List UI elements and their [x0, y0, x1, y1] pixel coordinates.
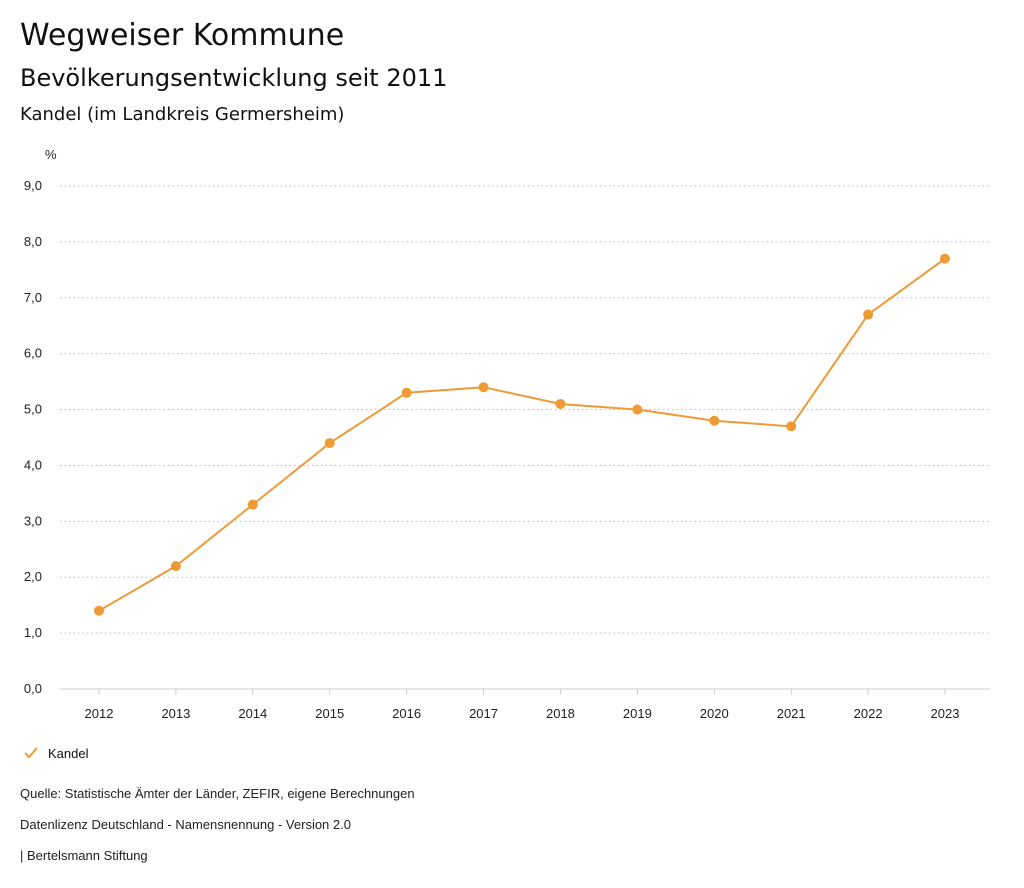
- y-tick-label: 0,0: [24, 681, 42, 696]
- x-tick-label: 2018: [546, 706, 575, 721]
- data-point: [863, 309, 874, 320]
- y-tick-label: 2,0: [24, 569, 42, 584]
- data-point: [632, 404, 643, 415]
- x-tick-label: 2021: [777, 706, 806, 721]
- x-tick-label: 2015: [315, 706, 344, 721]
- source-note: Quelle: Statistische Ämter der Länder, Z…: [20, 786, 415, 801]
- y-tick-label: 6,0: [24, 346, 42, 361]
- region-label: Kandel (im Landkreis Germersheim): [20, 104, 345, 125]
- license-note: Datenlizenz Deutschland - Namensnennung …: [20, 817, 351, 832]
- y-tick-label: 7,0: [24, 290, 42, 305]
- legend-check-icon: [24, 747, 38, 759]
- y-tick-label: 9,0: [24, 178, 42, 193]
- data-point: [401, 387, 412, 398]
- x-tick-label: 2022: [854, 706, 883, 721]
- x-tick-label: 2019: [623, 706, 652, 721]
- data-point: [170, 561, 181, 572]
- x-tick-label: 2014: [238, 706, 267, 721]
- data-point: [324, 438, 335, 449]
- data-point: [478, 382, 489, 393]
- series-line-kandel: [98, 257, 946, 612]
- data-point: [555, 398, 566, 409]
- x-tick-label: 2016: [392, 706, 421, 721]
- data-point: [786, 421, 797, 432]
- chart-title: Wegweiser Kommune: [20, 18, 345, 53]
- y-tick-label: 4,0: [24, 457, 42, 472]
- x-tick-label: 2017: [469, 706, 498, 721]
- y-tick-label: 5,0: [24, 402, 42, 417]
- chart-subtitle: Bevölkerungsentwicklung seit 2011: [20, 64, 448, 92]
- y-axis-unit-label: %: [45, 147, 57, 162]
- x-tick-label: 2013: [161, 706, 190, 721]
- y-tick-label: 8,0: [24, 234, 42, 249]
- line-chart: % 0,0 1,0 2,0 3,0 4,0 5,0 6,0 7,0 8,0 9,0 2012 2013 2…: [24, 147, 990, 721]
- publisher-note: | Bertelsmann Stiftung: [20, 848, 148, 863]
- data-point: [940, 253, 950, 264]
- x-tick-label: 2023: [931, 706, 960, 721]
- x-tick-label: 2020: [700, 706, 729, 721]
- y-tick-label: 1,0: [24, 625, 42, 640]
- data-point: [709, 415, 720, 426]
- data-point: [94, 605, 104, 616]
- legend-label: Kandel: [48, 745, 89, 761]
- x-tick-label: 2012: [85, 706, 114, 721]
- legend[interactable]: Kandel: [22, 744, 88, 762]
- data-point: [247, 499, 258, 510]
- y-tick-label: 3,0: [24, 513, 42, 528]
